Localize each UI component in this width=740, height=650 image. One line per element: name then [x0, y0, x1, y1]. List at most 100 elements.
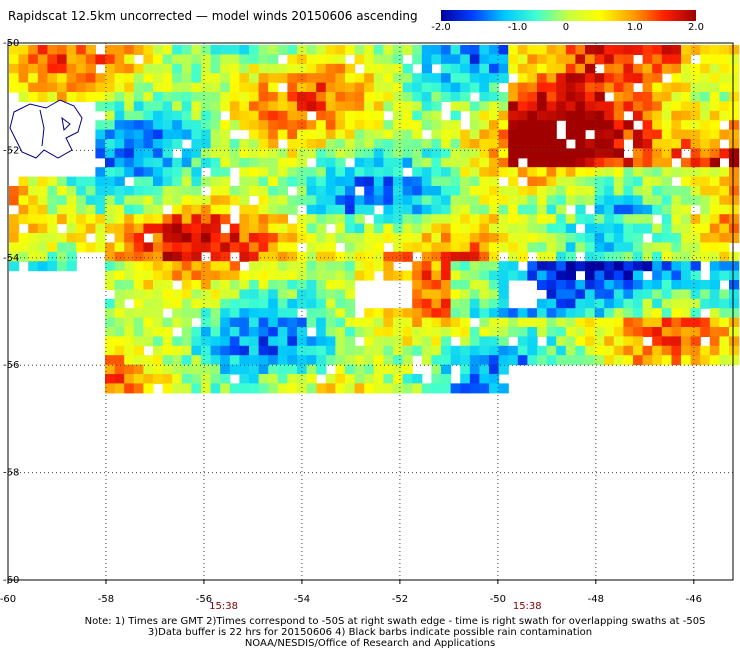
swath-cell — [729, 289, 740, 300]
swath-cell — [335, 195, 346, 206]
swath-cell — [383, 383, 394, 394]
swath-cell — [143, 186, 154, 196]
swath-cell — [277, 308, 288, 319]
swath-cell — [268, 204, 279, 215]
swath-cell — [431, 101, 442, 112]
swath-cell — [489, 186, 500, 196]
swath-cell — [719, 129, 730, 140]
swath-cell — [565, 101, 576, 112]
swath-cell — [681, 176, 692, 187]
swath-cell — [604, 336, 615, 347]
swath-cell — [441, 157, 452, 168]
swath-cell — [297, 355, 308, 366]
swath-cell — [517, 204, 528, 215]
swath-cell — [153, 54, 164, 65]
swath-cell — [220, 345, 231, 356]
swath-cell — [153, 289, 164, 300]
swath-cell — [114, 280, 125, 290]
color-scale-tick: 2.0 — [688, 22, 704, 33]
swath-cell — [623, 223, 634, 234]
swath-cell — [383, 327, 394, 337]
swath-cell — [306, 298, 317, 309]
swath-cell — [729, 73, 740, 84]
swath-cell — [479, 45, 490, 55]
swath-cell — [124, 129, 135, 140]
swath-cell — [364, 82, 375, 93]
swath-cell — [671, 148, 682, 159]
swath-cell — [114, 214, 125, 225]
swath-cell — [517, 242, 528, 253]
swath-cell — [220, 63, 231, 74]
swath-cell — [575, 82, 586, 93]
swath-cell — [210, 233, 221, 243]
swath-cell — [201, 364, 212, 375]
swath-cell — [220, 251, 231, 262]
swath-cell — [681, 45, 692, 55]
swath-cell — [143, 167, 154, 178]
swath-cell — [364, 176, 375, 187]
swath-cell — [537, 195, 548, 206]
swath-cell — [287, 242, 298, 253]
swath-cell — [623, 308, 634, 319]
swath-cell — [268, 139, 279, 149]
swath-cell — [114, 336, 125, 347]
swath-cell — [354, 101, 365, 112]
swath-cell — [690, 336, 701, 347]
swath-cell — [489, 214, 500, 225]
swath-cell — [229, 280, 240, 290]
swath-cell — [498, 157, 509, 168]
swath-cell — [546, 261, 557, 272]
swath-cell — [287, 308, 298, 319]
swath-cell — [719, 54, 730, 65]
swath-cell — [642, 251, 653, 262]
lat-tick-label: -54 — [3, 253, 19, 264]
swath-cell — [508, 167, 519, 178]
swath-cell — [172, 101, 183, 112]
swath-cell — [575, 355, 586, 366]
swath-cell — [604, 261, 615, 272]
swath-cell — [287, 364, 298, 375]
swath-cell — [124, 336, 135, 347]
swath-cell — [729, 327, 740, 337]
swath-cell — [364, 101, 375, 112]
swath-cell — [268, 214, 279, 225]
swath-cell — [47, 92, 58, 102]
swath-cell — [585, 54, 596, 65]
swath-cell — [133, 120, 144, 131]
swath-cell — [277, 261, 288, 272]
swath-cell — [172, 374, 183, 384]
swath-cell — [229, 298, 240, 309]
swath-cell — [162, 195, 173, 206]
swath-cell — [508, 261, 519, 272]
swath-cell — [412, 345, 423, 356]
swath-cell — [565, 298, 576, 309]
swath-cell — [28, 195, 39, 206]
swath-cell — [441, 214, 452, 225]
swath-cell — [114, 204, 125, 215]
swath-cell — [393, 92, 404, 102]
swath-cell — [201, 214, 212, 225]
swath-cell — [393, 54, 404, 65]
swath-cell — [220, 204, 231, 215]
swath-cell — [316, 120, 327, 131]
swath-cell — [325, 327, 336, 337]
swath-cell — [671, 214, 682, 225]
swath-cell — [729, 148, 740, 159]
swath-cell — [239, 82, 250, 93]
swath-cell — [671, 101, 682, 112]
swath-cell — [191, 82, 202, 93]
swath-cell — [181, 110, 192, 121]
swath-cell — [201, 242, 212, 253]
swath-cell — [431, 280, 442, 290]
swath-cell — [585, 45, 596, 55]
swath-cell — [114, 355, 125, 366]
swath-cell — [421, 54, 432, 65]
swath-cell — [162, 186, 173, 196]
swath-cell — [383, 204, 394, 215]
swath-cell — [373, 73, 384, 84]
swath-cell — [95, 139, 106, 149]
swath-cell — [162, 383, 173, 394]
swath-cell — [546, 45, 557, 55]
swath-cell — [201, 355, 212, 366]
